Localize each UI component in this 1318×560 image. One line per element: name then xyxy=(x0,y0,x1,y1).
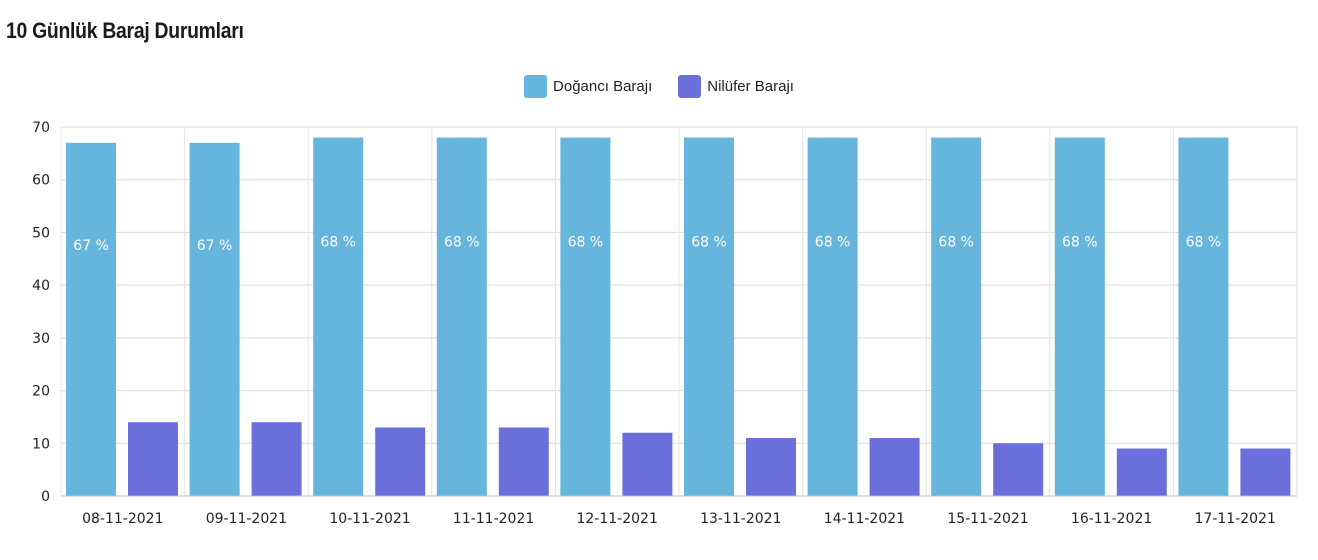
bar-dogancı xyxy=(560,137,611,497)
y-tick-label: 10 xyxy=(32,436,50,452)
bar-dogancı xyxy=(66,142,116,497)
y-tick-label: 30 xyxy=(32,331,50,347)
x-tick-label: 11-11-2021 xyxy=(453,511,534,527)
legend-item-nilufer[interactable]: Nilüfer Barajı xyxy=(678,75,794,98)
bar-dogancı xyxy=(931,137,982,497)
legend-label-dogancı: Doğancı Barajı xyxy=(553,78,653,95)
bar-dogancı xyxy=(313,137,364,497)
x-tick-label: 15-11-2021 xyxy=(947,511,1028,527)
x-tick-label: 08-11-2021 xyxy=(82,511,163,527)
legend-item-dogancı[interactable]: Doğancı Barajı xyxy=(524,75,652,98)
page-title: 10 Günlük Baraj Durumları xyxy=(6,18,244,43)
x-tick-label: 16-11-2021 xyxy=(1071,511,1152,527)
bar-nilufer xyxy=(1240,448,1291,496)
y-tick-label: 20 xyxy=(32,384,50,400)
bar-nilufer xyxy=(993,443,1044,496)
bar-nilufer xyxy=(869,438,920,496)
bar-dogancı xyxy=(807,137,858,497)
bar-data-label: 67 % xyxy=(73,238,109,254)
bar-dogancı xyxy=(189,142,240,497)
bar-dogancı xyxy=(1054,137,1105,497)
x-tick-label: 09-11-2021 xyxy=(206,511,287,527)
y-tick-label: 40 xyxy=(32,278,50,294)
bar-data-label: 68 % xyxy=(320,234,356,250)
bar-data-label: 68 % xyxy=(1186,234,1222,250)
legend-swatch-dogancı xyxy=(524,75,548,98)
bar-nilufer xyxy=(746,438,796,496)
bar-data-label: 67 % xyxy=(197,238,233,254)
bar-nilufer xyxy=(128,422,178,496)
bar-data-label: 68 % xyxy=(1062,234,1098,250)
x-tick-label: 13-11-2021 xyxy=(700,511,781,527)
legend-label-nilufer: Nilüfer Barajı xyxy=(707,78,794,95)
bar-data-label: 68 % xyxy=(444,234,480,250)
y-tick-label: 50 xyxy=(32,225,50,241)
bar-data-label: 68 % xyxy=(568,234,604,250)
chart-legend: Doğancı Barajı Nilüfer Barajı xyxy=(0,75,1318,98)
x-tick-label: 14-11-2021 xyxy=(824,511,905,527)
x-tick-label: 12-11-2021 xyxy=(577,511,658,527)
y-tick-label: 0 xyxy=(41,489,50,505)
bar-data-label: 68 % xyxy=(691,234,727,250)
x-tick-label: 10-11-2021 xyxy=(329,511,410,527)
bar-dogancı xyxy=(684,137,734,497)
bar-nilufer xyxy=(1116,448,1167,496)
legend-swatch-nilufer xyxy=(678,75,702,98)
bar-dogancı xyxy=(1178,137,1229,497)
y-tick-label: 70 xyxy=(32,120,50,136)
x-tick-label: 17-11-2021 xyxy=(1195,511,1276,527)
bar-nilufer xyxy=(498,427,549,496)
bar-nilufer xyxy=(375,427,426,496)
bar-nilufer xyxy=(622,432,673,496)
y-tick-label: 60 xyxy=(32,173,50,189)
bar-data-label: 68 % xyxy=(938,234,974,250)
bar-dogancı xyxy=(436,137,487,497)
bar-nilufer xyxy=(251,422,302,496)
bar-data-label: 68 % xyxy=(815,234,851,250)
